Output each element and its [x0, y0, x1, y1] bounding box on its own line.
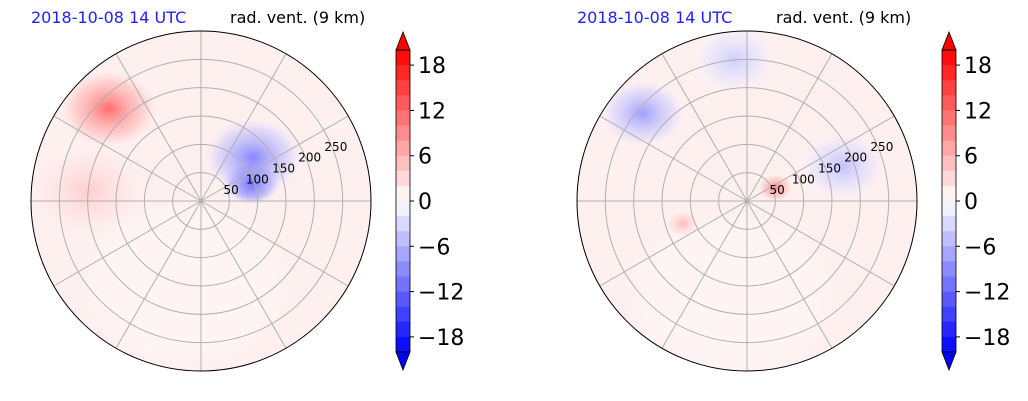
grid-spoke — [53, 200, 202, 287]
grid-spoke — [200, 115, 349, 202]
grid-spoke — [746, 200, 895, 287]
colorbar-segment — [396, 140, 410, 157]
colorbar-segment — [396, 65, 410, 81]
colorbar-segment — [396, 170, 410, 187]
colorbar-segment — [942, 50, 956, 66]
grid-spoke — [746, 53, 833, 202]
grid-spoke — [661, 53, 748, 202]
colorbar-tick-label: −18 — [418, 326, 464, 351]
colorbar-segment — [396, 291, 410, 308]
colorbar-segment — [942, 185, 956, 202]
colorbar-segment — [942, 80, 956, 96]
colorbar-segment — [396, 95, 410, 111]
grid-spoke — [200, 200, 349, 287]
grid-spoke — [746, 115, 895, 202]
colorbar-segment — [396, 246, 410, 262]
colorbar-segment — [942, 125, 956, 142]
radial-tick-label: 250 — [870, 140, 893, 154]
grid-spoke — [115, 200, 202, 349]
colorbar-segment — [396, 336, 410, 353]
colorbar-segment — [942, 336, 956, 353]
colorbar-extend-bottom — [395, 351, 411, 372]
colorbar-segment — [942, 216, 956, 232]
radial-tick-label: 250 — [324, 140, 347, 154]
grid-spoke — [200, 53, 287, 202]
colorbar-segment — [396, 80, 410, 96]
field-feature — [800, 132, 886, 201]
radial-tick-label: 50 — [770, 183, 785, 197]
polar-chart-right: 2018-10-08 14 UTC rad. vent. (9 km) 50 10… — [546, 0, 1028, 401]
colorbar-segment — [396, 185, 410, 202]
colorbar-tick-label: 12 — [964, 99, 992, 124]
colorbar-tick-label: −18 — [964, 326, 1010, 351]
colorbar-segment — [396, 261, 410, 277]
colorbar-segment — [942, 155, 956, 172]
colorbar-segment — [942, 321, 956, 338]
colorbar-segment — [396, 276, 410, 293]
field-feature — [203, 117, 303, 197]
colorbar-segment — [396, 50, 410, 66]
colorbar-segment — [942, 170, 956, 187]
colorbar-tick-label: 0 — [964, 190, 978, 215]
grid-spoke — [661, 200, 748, 349]
field-feature — [624, 210, 837, 371]
colorbar-segment — [396, 201, 410, 217]
radial-tick-label: 200 — [844, 151, 867, 165]
chart-date-title: 2018-10-08 14 UTC — [31, 8, 187, 27]
colorbar-segment — [396, 321, 410, 338]
colorbar-extend-top — [395, 30, 411, 51]
colorbar-tick-label: 18 — [964, 54, 992, 79]
grid-spoke — [115, 53, 202, 202]
colorbar-tick-label: −12 — [964, 281, 1010, 306]
colorbar-extend-top — [941, 30, 957, 51]
colorbar-segment — [942, 110, 956, 126]
colorbar-segment — [396, 231, 410, 247]
colorbar-segment — [396, 155, 410, 172]
grid-spoke — [53, 115, 202, 202]
colorbar-segment — [942, 95, 956, 111]
polar-boundary — [576, 30, 918, 372]
grid-spoke — [599, 115, 748, 202]
colorbar-tick-label: −6 — [418, 235, 450, 260]
colorbar-segment — [396, 125, 410, 142]
radial-tick-label: 200 — [298, 151, 321, 165]
colorbar-tick-label: 0 — [418, 190, 432, 215]
radial-tick-label: 100 — [792, 172, 815, 186]
colorbar-segment — [942, 246, 956, 262]
grid-spoke — [746, 200, 833, 349]
colorbar-tick-label: 6 — [964, 145, 978, 170]
radial-tick-label: 100 — [246, 172, 269, 186]
radial-tick-label: 150 — [818, 161, 841, 175]
field-feature — [600, 79, 686, 148]
colorbar-segment — [396, 306, 410, 323]
colorbar-segment — [942, 306, 956, 323]
colorbar-segment — [942, 231, 956, 247]
colorbar-segment — [942, 261, 956, 277]
colorbar-segment — [942, 140, 956, 157]
colorbar-segment — [942, 291, 956, 308]
polar-chart-left: 2018-10-08 14 UTC rad. vent. (9 km) 50 10… — [30, 8, 464, 372]
colorbar-segment — [396, 216, 410, 232]
grid-spoke — [200, 200, 287, 349]
field-feature — [59, 69, 159, 149]
colorbar-tick-label: 6 — [418, 145, 432, 170]
radial-tick-label: 50 — [224, 183, 239, 197]
polar-boundary — [30, 30, 372, 372]
chart-date-title: 2018-10-08 14 UTC — [577, 8, 733, 27]
grid-spoke — [599, 200, 748, 287]
colorbar-tick-label: −6 — [964, 235, 996, 260]
colorbar-segment — [942, 276, 956, 293]
colorbar-segment — [942, 201, 956, 217]
colorbar-tick-label: 12 — [418, 99, 446, 124]
radial-tick-label: 150 — [272, 161, 295, 175]
colorbar-extend-bottom — [941, 351, 957, 372]
chart-variable-title: rad. vent. (9 km) — [776, 8, 912, 27]
colorbar-segment — [942, 65, 956, 81]
colorbar-tick-label: 18 — [418, 54, 446, 79]
colorbar-tick-label: −12 — [418, 281, 464, 306]
chart-variable-title: rad. vent. (9 km) — [230, 8, 366, 27]
colorbar-segment — [396, 110, 410, 126]
